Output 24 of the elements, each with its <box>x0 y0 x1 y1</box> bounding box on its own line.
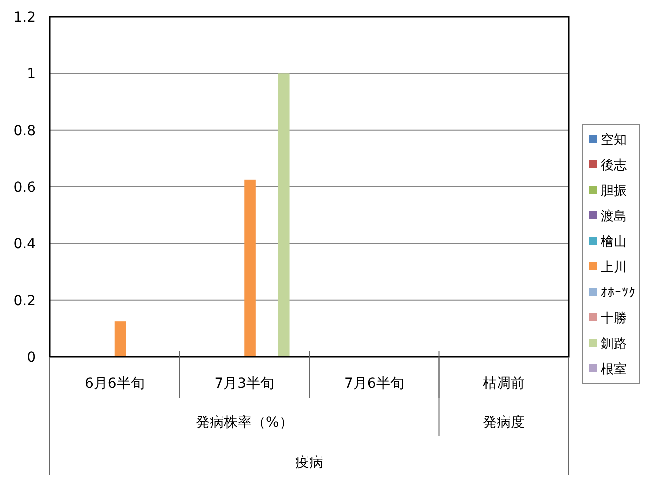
x-tick-label: 6月6半旬 <box>84 376 145 392</box>
y-tick-label: 0 <box>27 350 36 366</box>
legend-label: ｵﾎｰﾂｸ <box>601 286 636 301</box>
y-tick-label: 1.2 <box>14 10 36 26</box>
legend-label: 根室 <box>601 362 627 378</box>
legend-label: 十勝 <box>601 312 627 326</box>
x-tick-label: 7月6半旬 <box>344 376 404 392</box>
legend-label: 空知 <box>601 133 627 148</box>
text: 発病度 <box>483 415 526 431</box>
legend-label: 上川 <box>601 260 627 276</box>
legend-label: 後志 <box>601 158 627 174</box>
text: 発病株率（%） <box>196 415 294 431</box>
legend-label: 檜山 <box>601 235 627 250</box>
x-tick-label: 7月3半旬 <box>214 376 275 392</box>
x-tick-label: 枯凋前 <box>483 376 526 392</box>
y-tick-label: 0.6 <box>14 180 36 196</box>
legend-label: 渡島 <box>601 210 627 224</box>
legend-label: 釧路 <box>601 337 627 352</box>
y-tick-label: 0.2 <box>14 293 36 310</box>
text: 疫病 <box>296 455 324 471</box>
legend-label: 胆振 <box>601 184 627 199</box>
y-tick-label: 0.8 <box>14 123 36 140</box>
y-tick-label: 0.4 <box>14 236 36 253</box>
y-tick-label: 1 <box>27 66 36 83</box>
